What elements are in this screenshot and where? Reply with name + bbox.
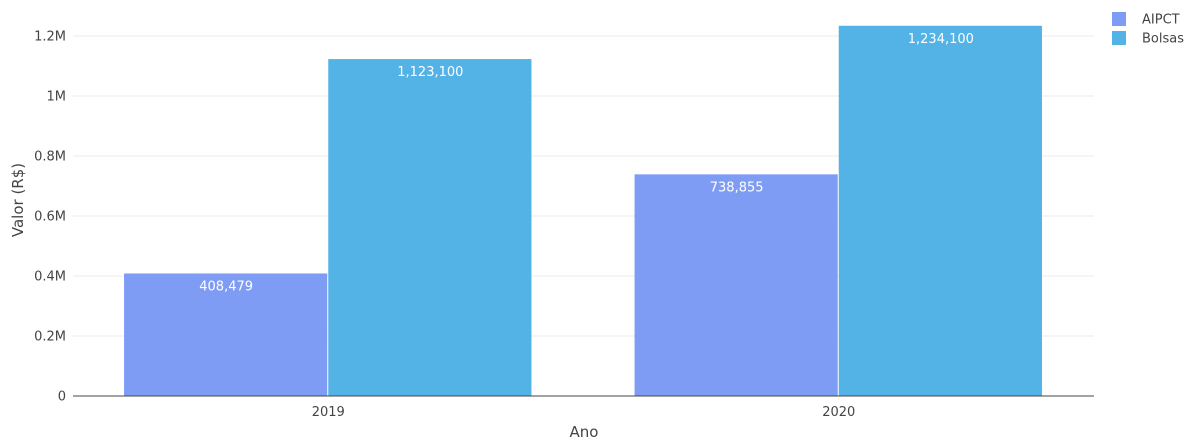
y-tick-label: 1.2M <box>34 30 66 45</box>
y-axis: 0 0.2M 0.4M 0.6M 0.8M 1M 1.2M <box>34 30 66 405</box>
x-tick-label: 2020 <box>822 405 855 420</box>
bar-value-label: 1,234,100 <box>908 32 974 47</box>
bar-value-label: 738,855 <box>710 180 764 195</box>
bar-aipct-2019[interactable] <box>124 273 328 396</box>
legend-item-aipct[interactable]: AIPCT <box>1112 12 1180 28</box>
bar-aipct-2020[interactable] <box>634 174 838 396</box>
y-tick-label: 0.6M <box>34 210 66 225</box>
bar-bolsas-2020[interactable] <box>838 25 1042 397</box>
x-axis: 2019 2020 <box>73 395 1094 420</box>
legend-item-bolsas[interactable]: Bolsas <box>1112 31 1184 47</box>
y-tick-label: 0.2M <box>34 330 66 345</box>
bar-value-label: 1,123,100 <box>397 65 463 80</box>
legend-swatch <box>1112 12 1126 26</box>
bars <box>124 25 1042 397</box>
y-tick-label: 0 <box>58 390 66 405</box>
y-tick-label: 0.4M <box>34 270 66 285</box>
bar-bolsas-2019[interactable] <box>328 59 532 396</box>
y-tick-label: 1M <box>47 90 67 105</box>
x-tick-label: 2019 <box>312 405 345 420</box>
x-axis-title: Ano <box>570 423 599 441</box>
y-axis-title: Valor (R$) <box>9 163 27 237</box>
legend-label: Bolsas <box>1142 32 1184 47</box>
y-tick-label: 0.8M <box>34 150 66 165</box>
bar-value-label: 408,479 <box>199 279 253 294</box>
legend-label: AIPCT <box>1142 13 1180 28</box>
legend[interactable]: AIPCT Bolsas <box>1112 12 1184 47</box>
legend-swatch <box>1112 31 1126 45</box>
bar-labels: 408,479 1,123,100 738,855 1,234,100 <box>199 32 974 295</box>
